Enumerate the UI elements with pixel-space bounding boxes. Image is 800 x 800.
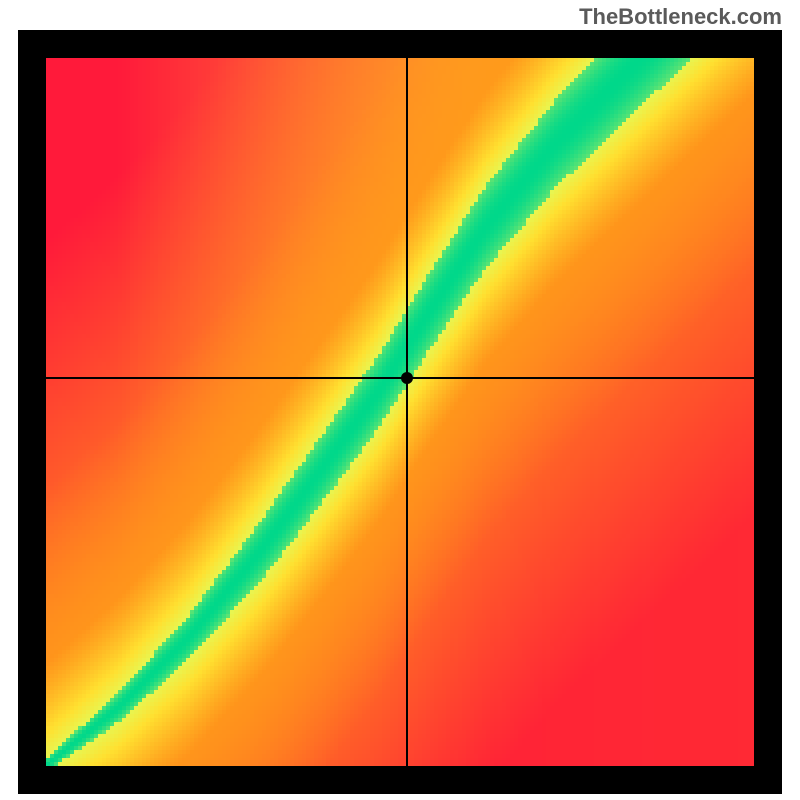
plot-area [46, 58, 754, 766]
attribution-text: TheBottleneck.com [579, 4, 782, 30]
crosshair-horizontal [46, 377, 754, 379]
heatmap-canvas [46, 58, 754, 766]
crosshair-marker [401, 372, 413, 384]
crosshair-vertical [406, 58, 408, 766]
chart-container: TheBottleneck.com [0, 0, 800, 800]
